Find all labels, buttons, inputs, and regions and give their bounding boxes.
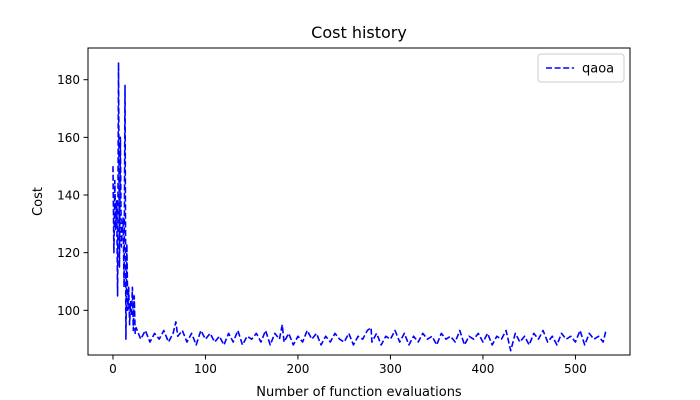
y-tick-label: 180 (57, 73, 80, 87)
x-axis-label: Number of function evaluations (256, 385, 462, 400)
x-tick-label: 200 (287, 362, 310, 376)
y-tick-label: 140 (57, 189, 80, 203)
y-axis-label: Cost (31, 187, 46, 216)
x-tick-label: 500 (564, 362, 587, 376)
series-line-qaoa (112, 61, 607, 352)
series-layer (112, 61, 607, 352)
legend: qaoa (537, 53, 625, 83)
legend-label-qaoa: qaoa (582, 62, 614, 77)
y-tick-label: 120 (57, 246, 80, 260)
x-tick-label: 300 (379, 362, 402, 376)
axes-frame (87, 47, 631, 356)
legend-box (537, 53, 625, 83)
axes-layer: 0 100 200 300 400 500 100 120 140 160 180 (57, 47, 631, 376)
x-tick-label: 400 (471, 362, 494, 376)
x-tick-label: 100 (194, 362, 217, 376)
x-tick-label: 0 (109, 362, 117, 376)
chart-title: Cost history (311, 23, 407, 42)
y-tick-label: 100 (57, 304, 80, 318)
y-tick-label: 160 (57, 131, 80, 145)
